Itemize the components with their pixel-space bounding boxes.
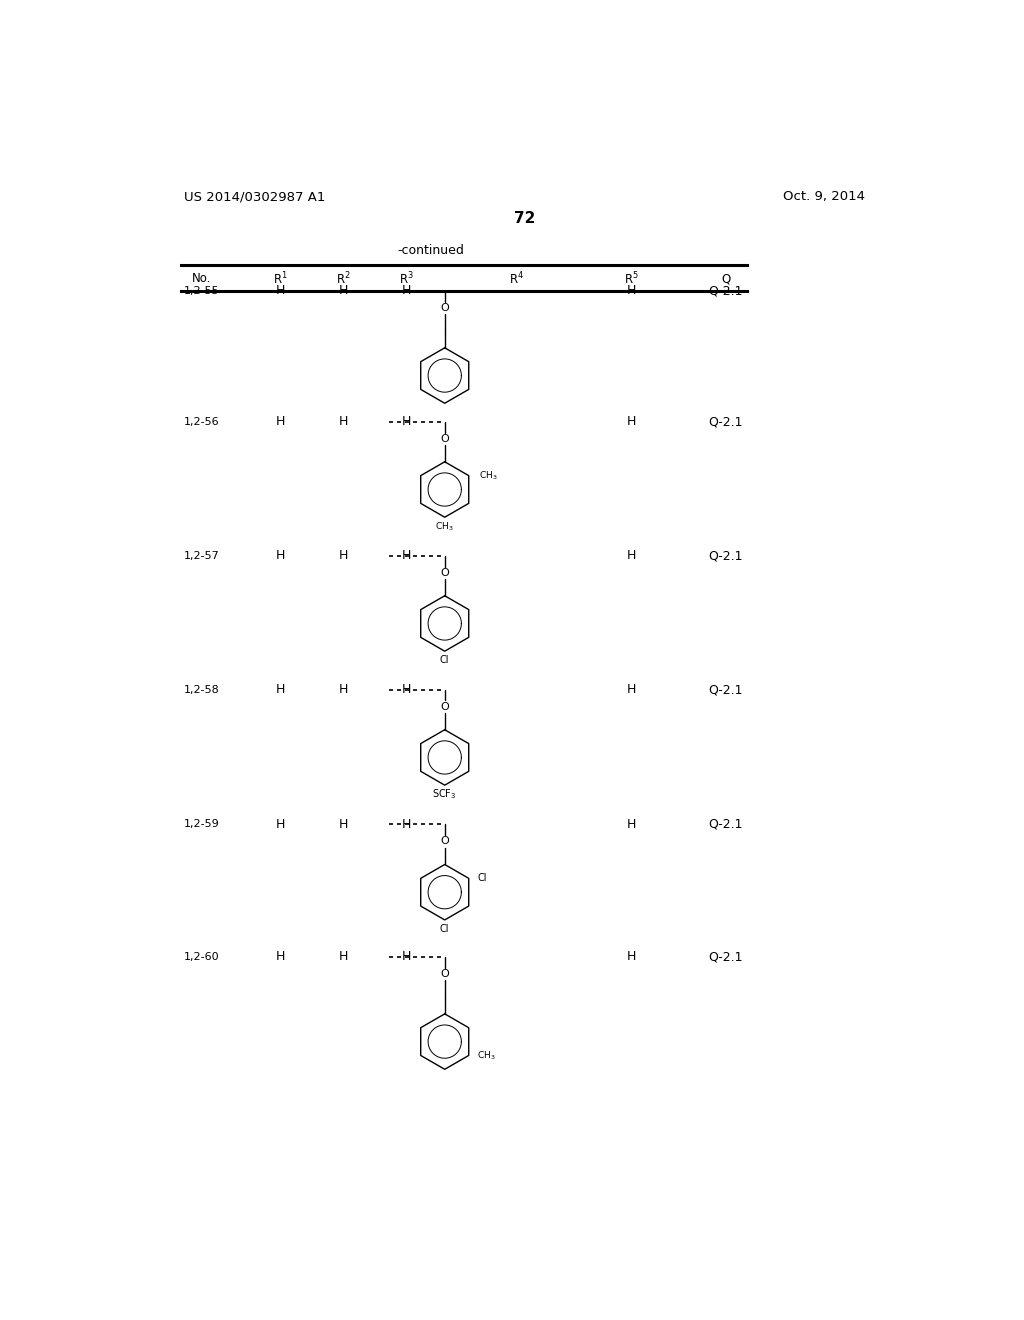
Text: O: O bbox=[440, 434, 450, 444]
Text: H: H bbox=[339, 950, 348, 964]
Text: 1,2-58: 1,2-58 bbox=[183, 685, 219, 694]
Text: H: H bbox=[401, 284, 412, 297]
Text: H: H bbox=[401, 818, 412, 832]
Text: 1,2-60: 1,2-60 bbox=[183, 952, 219, 962]
Text: H: H bbox=[401, 416, 412, 428]
Text: H: H bbox=[339, 549, 348, 562]
Text: Q-2.1: Q-2.1 bbox=[709, 950, 743, 964]
Text: R$^3$: R$^3$ bbox=[399, 271, 414, 286]
Text: H: H bbox=[339, 416, 348, 428]
Text: Q-2.1: Q-2.1 bbox=[709, 416, 743, 428]
Text: H: H bbox=[401, 549, 412, 562]
Text: CH$_3$: CH$_3$ bbox=[435, 520, 454, 533]
Text: Cl: Cl bbox=[440, 656, 450, 665]
Text: 1,2-55: 1,2-55 bbox=[183, 286, 219, 296]
Text: H: H bbox=[627, 684, 636, 696]
Text: R$^1$: R$^1$ bbox=[273, 271, 288, 286]
Text: H: H bbox=[275, 818, 285, 832]
Text: H: H bbox=[627, 549, 636, 562]
Text: R$^5$: R$^5$ bbox=[624, 271, 639, 286]
Text: Cl: Cl bbox=[440, 924, 450, 935]
Text: Q: Q bbox=[721, 272, 730, 285]
Text: H: H bbox=[627, 284, 636, 297]
Text: H: H bbox=[401, 950, 412, 964]
Text: H: H bbox=[339, 684, 348, 696]
Text: -continued: -continued bbox=[397, 244, 464, 257]
Text: SCF$_3$: SCF$_3$ bbox=[432, 788, 457, 801]
Text: Q-2.1: Q-2.1 bbox=[709, 818, 743, 832]
Text: O: O bbox=[440, 302, 450, 313]
Text: CH$_3$: CH$_3$ bbox=[478, 470, 498, 482]
Text: Q-2.1: Q-2.1 bbox=[709, 549, 743, 562]
Text: 72: 72 bbox=[514, 211, 536, 226]
Text: 1,2-57: 1,2-57 bbox=[183, 550, 219, 561]
Text: US 2014/0302987 A1: US 2014/0302987 A1 bbox=[184, 190, 326, 203]
Text: R$^4$: R$^4$ bbox=[509, 271, 524, 286]
Text: O: O bbox=[440, 969, 450, 979]
Text: H: H bbox=[627, 416, 636, 428]
Text: H: H bbox=[627, 950, 636, 964]
Text: H: H bbox=[275, 416, 285, 428]
Text: CH$_3$: CH$_3$ bbox=[477, 1049, 496, 1061]
Text: Oct. 9, 2014: Oct. 9, 2014 bbox=[783, 190, 865, 203]
Text: Q-2.1: Q-2.1 bbox=[709, 284, 743, 297]
Text: H: H bbox=[275, 950, 285, 964]
Text: O: O bbox=[440, 702, 450, 711]
Text: H: H bbox=[339, 284, 348, 297]
Text: H: H bbox=[275, 684, 285, 696]
Text: 1,2-56: 1,2-56 bbox=[183, 417, 219, 426]
Text: 1,2-59: 1,2-59 bbox=[183, 820, 219, 829]
Text: H: H bbox=[275, 284, 285, 297]
Text: No.: No. bbox=[191, 272, 211, 285]
Text: O: O bbox=[440, 837, 450, 846]
Text: O: O bbox=[440, 568, 450, 578]
Text: Cl: Cl bbox=[477, 874, 486, 883]
Text: Q-2.1: Q-2.1 bbox=[709, 684, 743, 696]
Text: H: H bbox=[401, 684, 412, 696]
Text: H: H bbox=[627, 818, 636, 832]
Text: H: H bbox=[339, 818, 348, 832]
Text: R$^2$: R$^2$ bbox=[336, 271, 351, 286]
Text: H: H bbox=[275, 549, 285, 562]
